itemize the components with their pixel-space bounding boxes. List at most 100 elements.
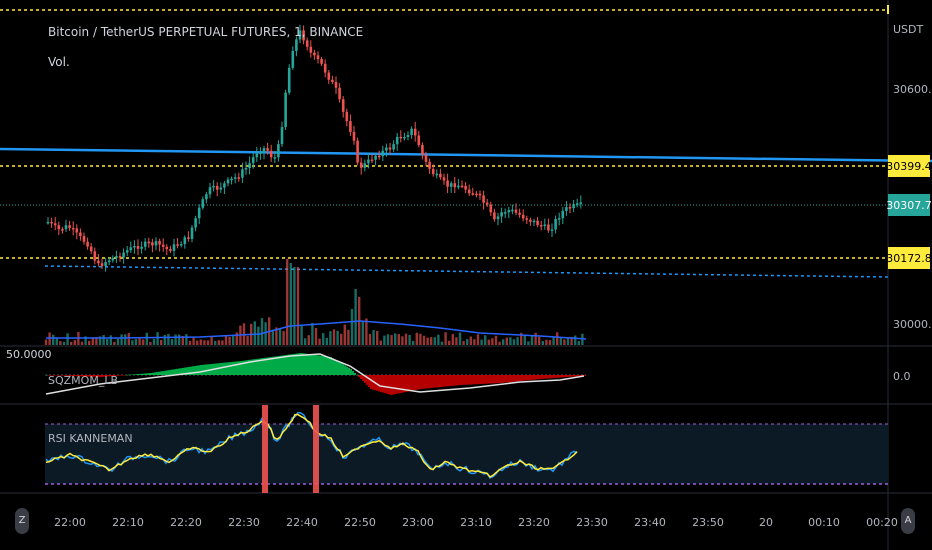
volume-bar — [170, 339, 174, 345]
candle-body — [57, 225, 61, 230]
momentum-bar — [552, 375, 554, 379]
momentum-bar — [304, 353, 306, 375]
candle-body — [223, 183, 226, 188]
candle-body — [244, 167, 248, 170]
momentum-bar — [510, 375, 512, 382]
candle-body — [511, 209, 514, 212]
volume-bar — [48, 332, 51, 345]
momentum-bar — [176, 368, 178, 375]
auto-scale-button[interactable]: A — [901, 508, 915, 534]
time-tick: 00:10 — [808, 516, 840, 529]
momentum-bar — [392, 375, 394, 395]
time-axis[interactable]: 22:00 22:10 22:20 22:30 22:40 22:50 23:00 23:10… — [54, 516, 898, 529]
momentum-bar — [114, 375, 116, 376]
volume-bar — [152, 338, 156, 345]
momentum-bar — [86, 375, 88, 377]
momentum-bar — [148, 373, 150, 375]
momentum-bar — [402, 375, 404, 393]
momentum-bar — [544, 375, 546, 379]
volume-bar — [566, 337, 570, 345]
candle-body — [345, 111, 349, 122]
resistance-trend-line — [0, 147, 932, 163]
volume-bar — [419, 333, 422, 345]
volume-bar — [401, 336, 404, 345]
candle-body — [165, 246, 169, 250]
candle-body — [428, 161, 431, 169]
candle-body — [143, 241, 147, 247]
momentum-bar — [226, 362, 228, 375]
volume-bar — [149, 341, 152, 345]
volume-bar — [113, 341, 116, 345]
candle-body — [496, 216, 500, 220]
momentum-bar — [386, 375, 388, 394]
momentum-bar — [372, 375, 374, 390]
momentum-bar — [336, 360, 338, 375]
volume-bar — [484, 335, 487, 345]
candle-body — [125, 250, 129, 253]
momentum-bar — [196, 365, 198, 375]
volume-ma-line — [46, 320, 587, 340]
candle-body — [251, 157, 255, 164]
volume-bar — [343, 324, 346, 345]
volume-bar — [332, 329, 336, 345]
volume-bar — [286, 259, 289, 345]
candle-body — [190, 227, 194, 239]
volume-bar — [102, 335, 105, 345]
momentum-bar — [60, 375, 62, 376]
momentum-bar — [122, 375, 124, 376]
momentum-bar — [580, 375, 582, 376]
momentum-bar — [316, 355, 318, 375]
volume-bar — [91, 337, 94, 345]
momentum-bar — [130, 374, 132, 376]
candle-body — [421, 145, 424, 155]
volume-bar — [217, 340, 220, 345]
momentum-bar — [506, 375, 508, 383]
candle-body — [298, 30, 302, 40]
candle-body — [197, 207, 201, 219]
momentum-bar — [442, 375, 444, 387]
volume-bar — [62, 341, 66, 345]
volume-bar — [491, 338, 494, 345]
momentum-bar — [328, 356, 330, 375]
candle-body — [309, 46, 313, 53]
rsi-label[interactable]: RSI KANNEMAN — [48, 432, 133, 445]
momentum-bar — [452, 375, 454, 386]
volume-label[interactable]: Vol. — [48, 55, 70, 69]
momentum-bar — [84, 375, 86, 377]
momentum-bar — [360, 375, 362, 379]
volume-bar — [142, 339, 145, 345]
momentum-label[interactable]: SQZMOM_LB — [48, 374, 118, 387]
momentum-bar — [424, 375, 426, 389]
candle-body — [89, 246, 93, 252]
candle-body — [370, 159, 374, 162]
momentum-bar — [450, 375, 452, 386]
volume-bar — [124, 334, 127, 345]
momentum-bar — [378, 375, 380, 392]
volume-bar — [235, 332, 238, 345]
volume-bar — [415, 332, 418, 345]
momentum-bar — [110, 375, 112, 377]
candles — [46, 24, 583, 272]
volume-bar — [527, 341, 530, 345]
momentum-bar — [342, 364, 344, 375]
candle-body — [111, 257, 115, 261]
momentum-bar — [444, 375, 446, 387]
candle-body — [449, 183, 453, 187]
momentum-bar — [498, 375, 500, 384]
momentum-bar — [62, 375, 64, 376]
momentum-bar — [436, 375, 438, 388]
timezone-button[interactable]: Z — [15, 508, 29, 534]
volume-bar — [264, 322, 267, 345]
candle-body — [46, 221, 50, 224]
symbol-title[interactable]: Bitcoin / TetherUS PERPETUAL FUTURES, 1,… — [48, 25, 363, 39]
momentum-bar — [202, 364, 204, 375]
volume-bar — [440, 341, 444, 345]
momentum-bar — [190, 366, 192, 375]
momentum-bar — [72, 375, 74, 376]
candle-body — [305, 40, 309, 47]
momentum-bar — [476, 375, 478, 385]
momentum-bar — [520, 375, 522, 381]
candle-body — [457, 185, 460, 188]
candle-body — [525, 218, 529, 220]
